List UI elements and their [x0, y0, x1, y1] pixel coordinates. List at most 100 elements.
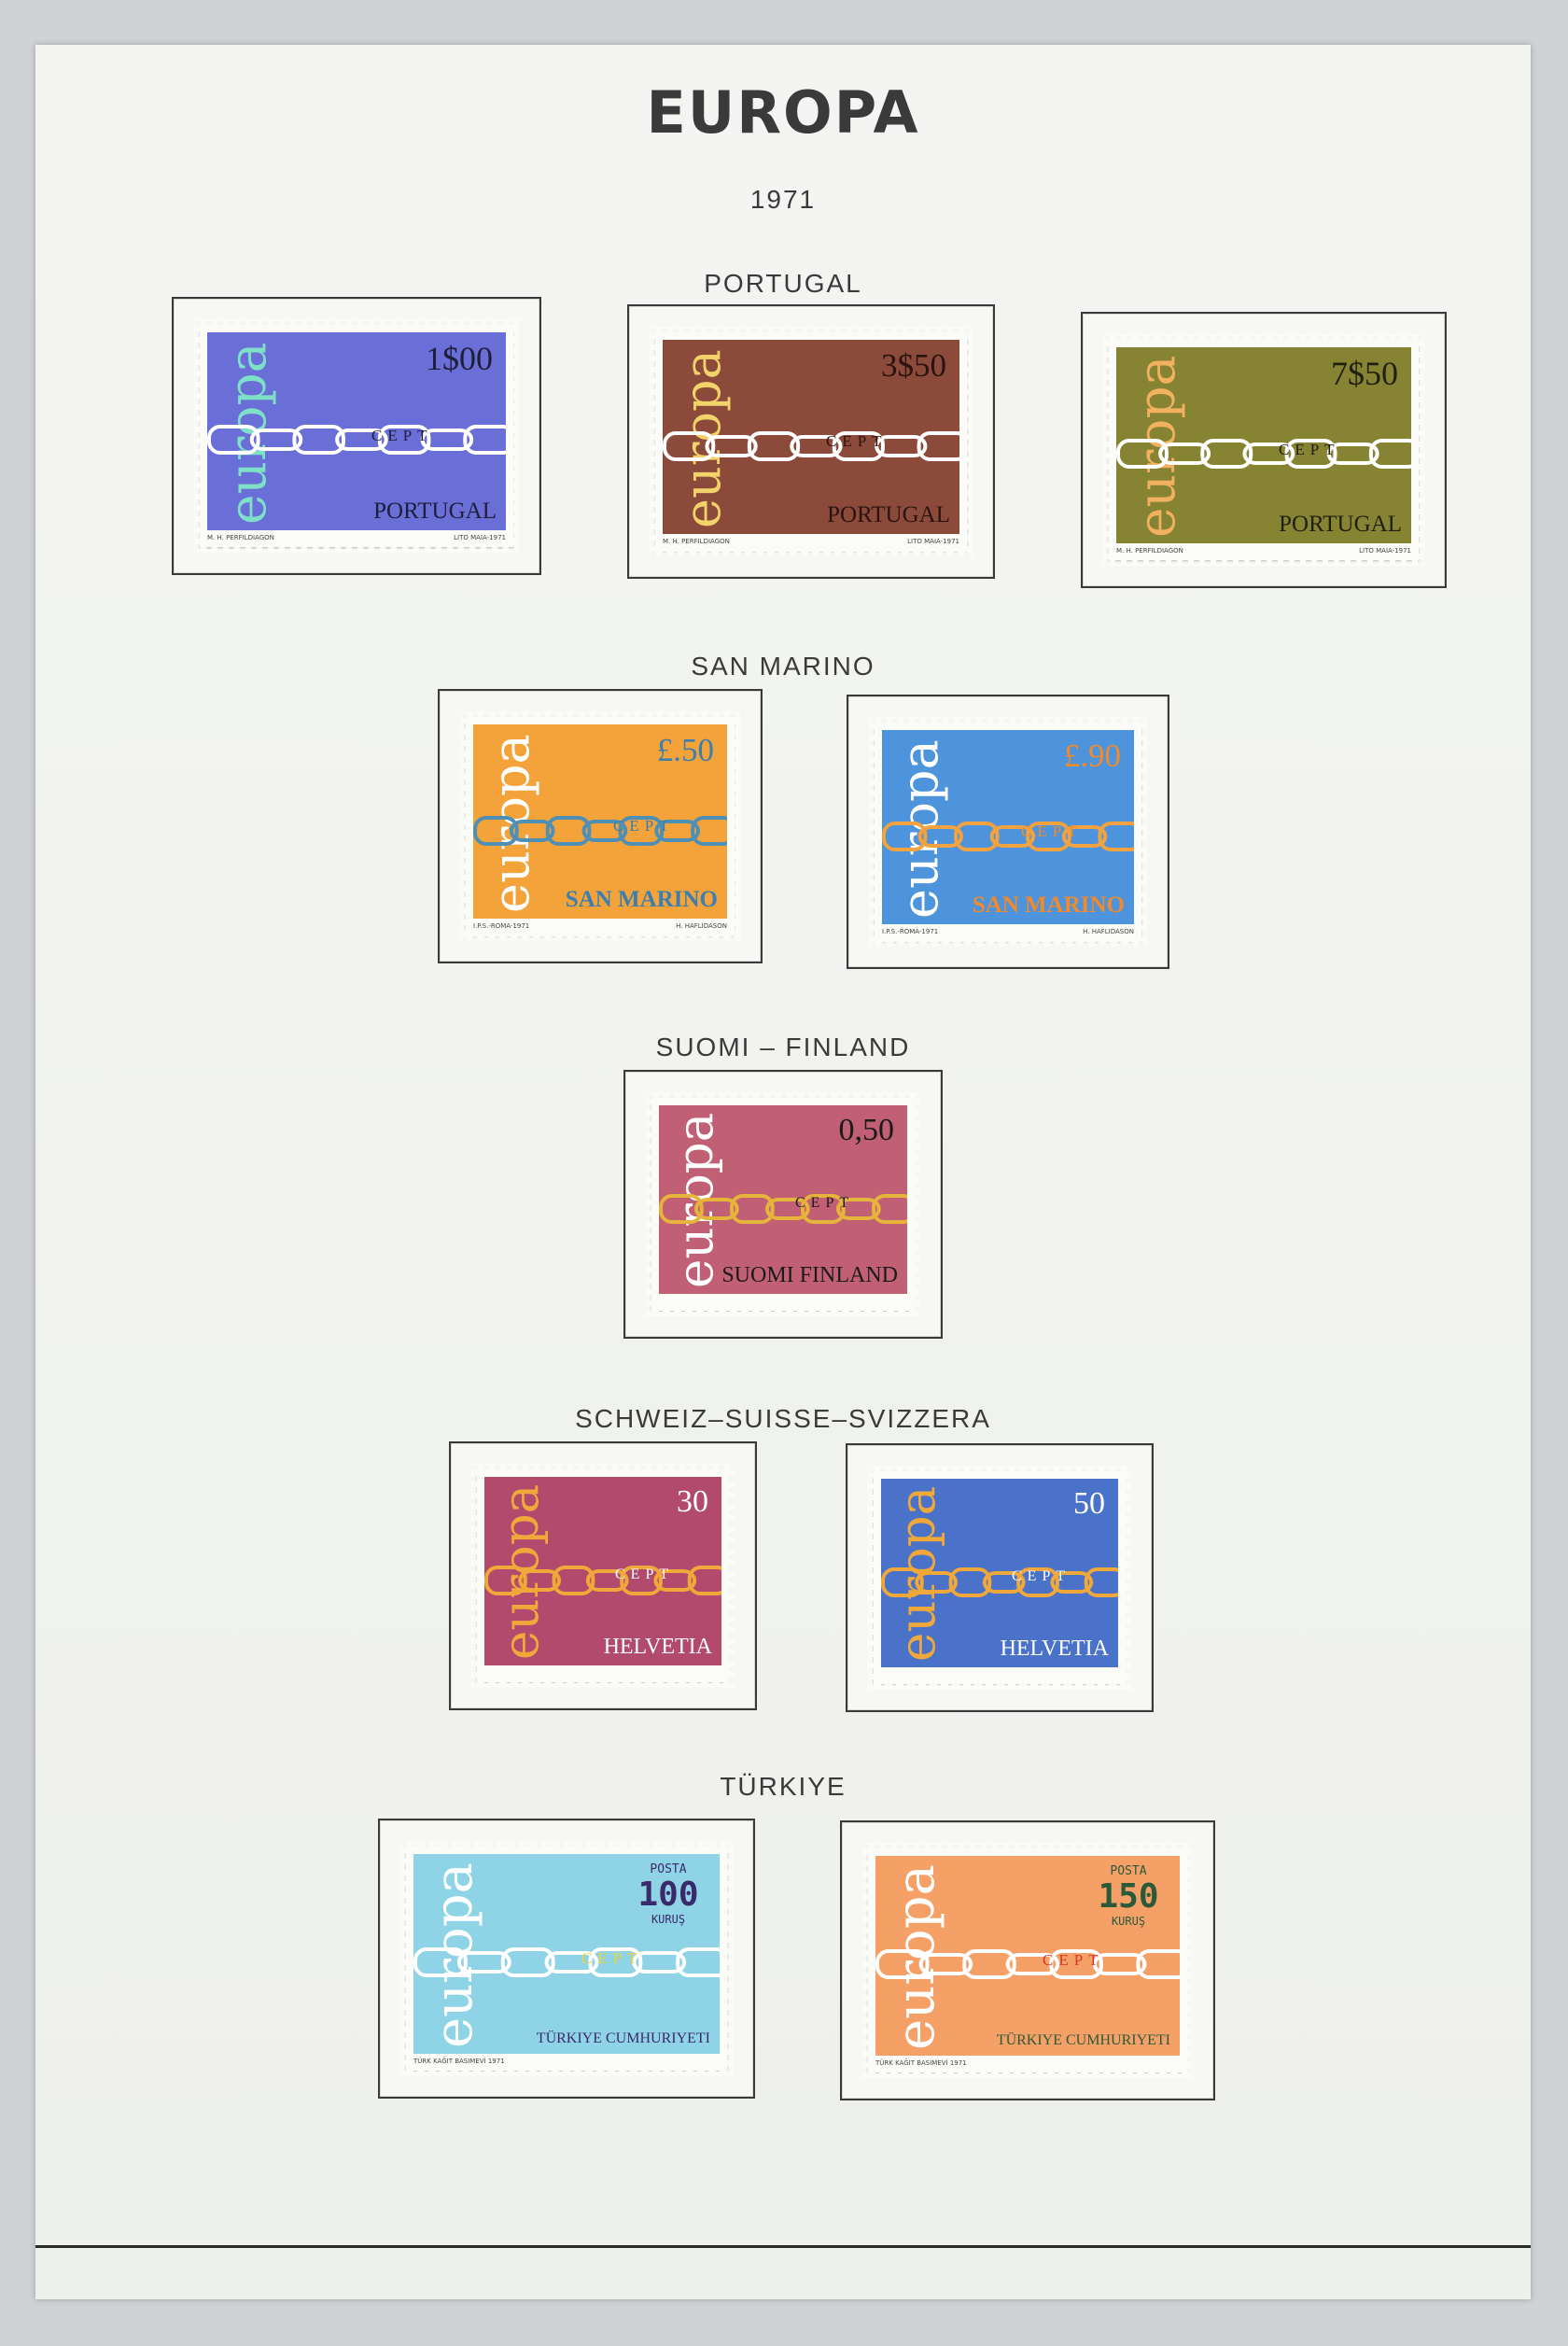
- chain-link: [687, 1566, 721, 1595]
- country-heading: SAN MARINO: [691, 652, 875, 681]
- stamp-country-name: PORTUGAL: [373, 499, 497, 524]
- stamp-country-name: TÜRKIYE CUMHURIYETI: [996, 2032, 1170, 2048]
- stamp-design: europa CEPT £.50 SAN MARINO: [473, 724, 727, 919]
- cept-label: CEPT: [1279, 441, 1340, 458]
- stamp-country-name: HELVETIA: [1000, 1637, 1109, 1661]
- chain-link: [1326, 443, 1379, 465]
- chain-link: [335, 428, 388, 451]
- stamp-value: 30: [677, 1484, 708, 1519]
- chain-graphic: [1116, 439, 1411, 469]
- kurus-label: KURUŞ: [651, 1913, 686, 1926]
- chain-graphic: [413, 1947, 720, 1977]
- stamp-mount: europa CEPT 50 HELVETIA: [846, 1443, 1154, 1712]
- chain-link: [518, 1569, 562, 1592]
- chain: [882, 816, 1134, 863]
- chain-link: [1368, 439, 1411, 469]
- stamp-value: 0,50: [838, 1113, 895, 1147]
- chain-link: [473, 816, 519, 846]
- stamp-mount: europa CEPT 1$00 PORTUGAL M. H. PERFILDIAGON…: [172, 297, 541, 575]
- chain-link: [832, 431, 885, 461]
- stamp: europa CEPT 7$50 PORTUGAL M. H. PERFILDIAGON…: [1103, 334, 1424, 566]
- stamp-design: europa CEPT 30 HELVETIA: [484, 1477, 721, 1665]
- kurus-label: KURUŞ: [1111, 1915, 1146, 1928]
- cept-label: CEPT: [795, 1195, 855, 1211]
- imprint-right: LITO MAIA-1971: [907, 538, 959, 545]
- chain-link: [659, 1194, 704, 1224]
- chain-link: [585, 1569, 629, 1592]
- chain-link: [420, 428, 474, 451]
- stamp-value: 50: [1073, 1486, 1105, 1521]
- chain-link: [962, 1949, 1016, 1979]
- chain-graphic: [882, 822, 1134, 851]
- stamp-design: europa CEPT 3$50 PORTUGAL: [663, 340, 959, 534]
- country-heading: PORTUGAL: [704, 269, 862, 298]
- stamp-mount: europa CEPT POSTA 100 KURUŞ TÜRKIYE CUMHURIYE…: [378, 1819, 755, 2099]
- chain-link: [875, 435, 928, 457]
- chain-link: [1061, 825, 1108, 848]
- chain-link: [1026, 822, 1071, 851]
- imprint-right: LITO MAIA-1971: [454, 534, 506, 541]
- chain-link: [1116, 439, 1169, 469]
- chain-link: [509, 820, 555, 842]
- chain-link: [456, 1951, 511, 1974]
- chain-link: [544, 1951, 599, 1974]
- cept-label: CEPT: [1021, 822, 1083, 840]
- page-year: 1971: [749, 185, 817, 214]
- stamp: europa CEPT 30 HELVETIA: [471, 1464, 735, 1688]
- chain-link: [292, 425, 346, 455]
- stamp-country-name: SAN MARINO: [565, 887, 718, 912]
- imprint-left: I.P.S.-ROMA-1971: [882, 928, 939, 935]
- chain: [484, 1560, 721, 1607]
- stamp: europa CEPT £.50 SAN MARINO I.P.S.-ROMA-1971…: [460, 711, 740, 941]
- chain: [875, 1944, 1180, 1990]
- chain: [413, 1942, 720, 1988]
- imprint-left: TÜRK KAĞIT BASIMEVİ 1971: [875, 2059, 967, 2067]
- chain: [881, 1562, 1118, 1608]
- chain-link: [552, 1566, 595, 1595]
- chain: [659, 1188, 907, 1235]
- chain-link: [1049, 1949, 1103, 1979]
- chain-link: [694, 1198, 739, 1220]
- chain-link: [632, 1951, 687, 1974]
- chain-link: [413, 1947, 468, 1977]
- chain-link: [1284, 439, 1337, 469]
- cept-label: CEPT: [1012, 1568, 1071, 1584]
- chain-link: [801, 1194, 846, 1224]
- chain-link: [948, 1567, 992, 1597]
- chain-link: [915, 1571, 959, 1594]
- stamp-value: 7$50: [1331, 355, 1398, 392]
- stamp-value: £.90: [1063, 738, 1121, 774]
- stamp: europa CEPT 3$50 PORTUGAL M. H. PERFILDIAGON…: [650, 327, 973, 556]
- stamp-country-name: PORTUGAL: [827, 502, 950, 527]
- stamp-mount: europa CEPT £.50 SAN MARINO I.P.S.-ROMA-1971…: [438, 689, 763, 963]
- chain-link: [790, 435, 843, 457]
- chain-link: [620, 1566, 663, 1595]
- chain-link: [765, 1198, 810, 1220]
- stamp-mount: europa CEPT 3$50 PORTUGAL M. H. PERFILDIAGON…: [627, 304, 995, 579]
- cept-label: CEPT: [581, 1949, 643, 1967]
- country-heading: SUOMI – FINLAND: [655, 1033, 911, 1061]
- country-heading: TÜRKIYE: [720, 1772, 847, 1801]
- chain-link: [463, 425, 506, 455]
- chain-link: [249, 428, 303, 451]
- imprint-right: H. HAFLIDASON: [676, 922, 727, 930]
- stamp-country-name: SUOMI FINLAND: [721, 1263, 898, 1287]
- chain: [663, 426, 959, 472]
- stamp: europa CEPT 0,50 SUOMI FINLAND: [646, 1092, 920, 1316]
- chain-link: [377, 425, 431, 455]
- cept-label: CEPT: [613, 817, 675, 835]
- chain: [1116, 433, 1411, 480]
- chain-link: [747, 431, 801, 461]
- imprint-right: H. HAFLIDASON: [1083, 928, 1134, 935]
- chain-link: [1005, 1953, 1060, 1975]
- chain-link: [581, 820, 628, 842]
- stamp-design: europa CEPT 50 HELVETIA: [881, 1479, 1118, 1667]
- stamp: europa CEPT POSTA 150 KURUŞ TÜRKIYE CUMHURIYE…: [862, 1843, 1193, 2078]
- country-heading: SCHWEIZ–SUISSE–SVIZZERA: [575, 1404, 991, 1433]
- stamp-mount: europa CEPT 0,50 SUOMI FINLAND: [623, 1070, 943, 1339]
- chain-link: [676, 1947, 720, 1977]
- chain-link: [1098, 822, 1134, 851]
- chain-link: [1050, 1571, 1094, 1594]
- chain-link: [500, 1947, 555, 1977]
- stamp-mount: europa CEPT 7$50 PORTUGAL M. H. PERFILDIAGON…: [1081, 312, 1447, 588]
